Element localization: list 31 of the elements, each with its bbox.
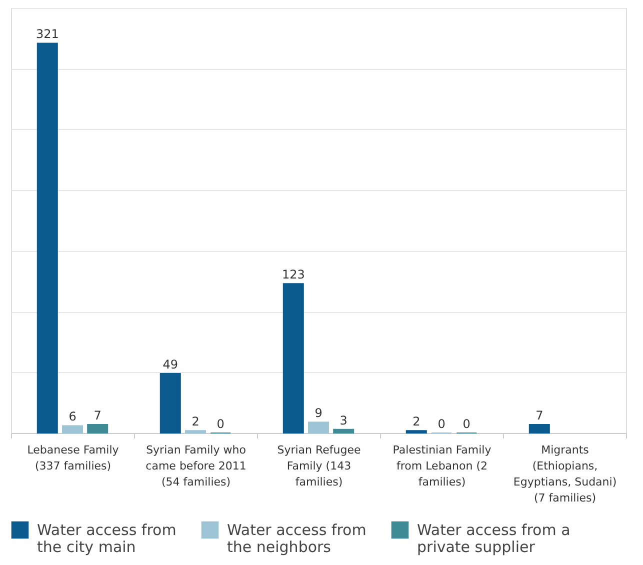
data-label: 2 bbox=[192, 414, 200, 429]
bar bbox=[282, 283, 304, 434]
x-tick-label: Syrian Refugee Family (143 families) bbox=[277, 444, 362, 488]
data-label: 49 bbox=[162, 358, 178, 372]
data-label: 0 bbox=[216, 417, 224, 431]
data-label: 123 bbox=[282, 268, 305, 282]
x-tick-label: Palestinian Family from Lebanon (2 families) bbox=[392, 444, 492, 488]
bar bbox=[160, 373, 181, 434]
bar bbox=[528, 424, 550, 434]
data-label: 0 bbox=[438, 417, 446, 431]
bar bbox=[62, 425, 83, 434]
x-tick-label: Migrants (Ethiopians, Egyptians, Sudani) (7 families) bbox=[513, 444, 617, 504]
data-label: 321 bbox=[36, 27, 59, 42]
legend-label: Water access from the neighbors bbox=[227, 521, 366, 556]
data-label: 9 bbox=[314, 406, 322, 420]
legend-label: Water access from a private supplier bbox=[417, 521, 570, 556]
data-label: 0 bbox=[462, 417, 470, 431]
data-label: 3 bbox=[340, 413, 348, 428]
data-label: 6 bbox=[68, 410, 76, 424]
bar bbox=[406, 430, 427, 434]
bar bbox=[333, 428, 354, 434]
bar bbox=[185, 430, 206, 434]
bar bbox=[36, 42, 58, 434]
legend-label: Water access from the city main bbox=[37, 521, 176, 556]
x-tick-label: Syrian Family who came before 2011 (54 families) bbox=[146, 444, 246, 488]
bar bbox=[87, 424, 108, 434]
data-label: 7 bbox=[536, 408, 544, 422]
bar bbox=[308, 422, 329, 434]
x-tick-label: Lebanese Family (337 families) bbox=[27, 444, 120, 472]
data-label: 2 bbox=[412, 414, 420, 429]
data-label: 7 bbox=[94, 408, 102, 422]
